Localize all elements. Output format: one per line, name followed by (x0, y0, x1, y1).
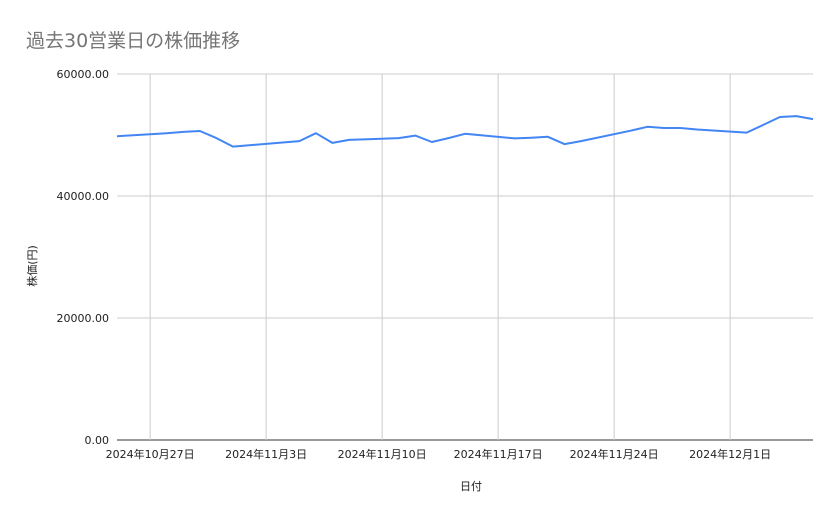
x-tick-label: 2024年12月1日 (689, 447, 771, 461)
price-line (116, 115, 814, 148)
x-axis-label: 日付 (460, 480, 482, 493)
x-tick-label: 2024年10月27日 (106, 447, 195, 461)
y-tick-label: 40000.00 (57, 190, 110, 203)
y-axis-label: 株価(円) (25, 245, 39, 287)
x-tick-label: 2024年11月24日 (570, 447, 659, 461)
x-tick-label: 2024年11月3日 (225, 447, 307, 461)
x-tick-label: 2024年11月10日 (338, 447, 427, 461)
x-tick-label: 2024年11月17日 (454, 447, 543, 461)
y-tick-label: 60000.00 (57, 68, 110, 81)
chart-title: 過去30営業日の株価推移 (26, 30, 241, 52)
y-tick-label: 0.00 (85, 434, 110, 447)
y-tick-label: 20000.00 (57, 312, 110, 325)
